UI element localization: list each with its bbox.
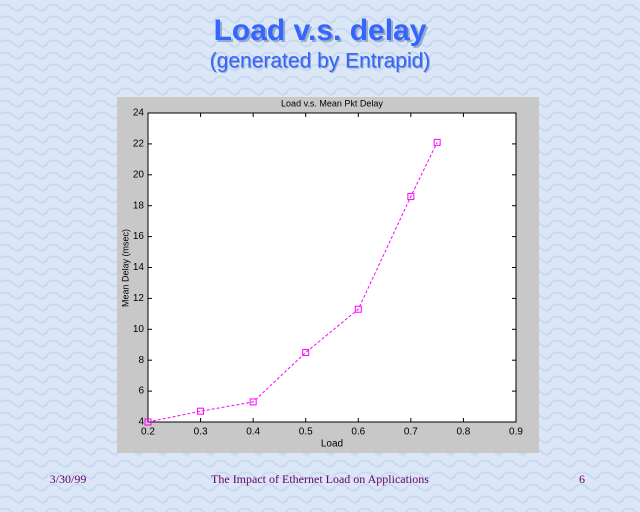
y-tick-label: 10 (133, 324, 145, 335)
data-point (302, 348, 310, 356)
y-tick-label: 22 (133, 139, 145, 150)
x-tick-label: 0.4 (246, 427, 260, 438)
x-tick-label: 0.2 (141, 427, 155, 438)
footer-text: The Impact of Ethernet Load on Applicati… (211, 472, 429, 486)
slide-subtitle: (generated by Entrapid) (210, 50, 431, 73)
data-point (433, 138, 441, 146)
data-line (147, 142, 438, 423)
data-point (407, 192, 415, 200)
y-tick-label: 14 (133, 262, 145, 273)
x-tick-label: 0.7 (404, 427, 418, 438)
footer-date: 3/30/99 (50, 472, 87, 486)
y-tick-label: 20 (133, 169, 145, 180)
slide-title: Load v.s. delay (214, 14, 427, 47)
data-point (249, 398, 257, 406)
y-tick-label: 24 (133, 108, 145, 119)
data-point (354, 305, 362, 313)
data-point (197, 407, 205, 415)
page-number: 6 (579, 472, 585, 486)
y-tick-label: 8 (138, 355, 144, 366)
y-tick-label: 18 (133, 200, 145, 211)
x-tick-label: 0.5 (299, 427, 313, 438)
data-point (144, 418, 152, 426)
subtitle-shadow: (generated by Entrapid) (211, 51, 432, 74)
x-tick-label: 0.3 (194, 427, 208, 438)
title-shadow: Load v.s. delay (216, 16, 429, 49)
y-tick-label: 16 (133, 231, 145, 242)
x-axis-label: Load (321, 439, 343, 450)
x-tick-label: 0.9 (509, 427, 523, 438)
x-tick-label: 0.8 (456, 427, 470, 438)
y-axis-label: Mean Delay (msec) (120, 229, 130, 307)
y-tick-label: 12 (133, 293, 145, 304)
chart-title: Load v.s. Mean Pkt Delay (281, 98, 383, 108)
x-tick-label: 0.6 (351, 427, 365, 438)
y-tick-label: 4 (138, 417, 144, 428)
plot-area (147, 112, 517, 423)
y-tick-label: 6 (138, 386, 144, 397)
